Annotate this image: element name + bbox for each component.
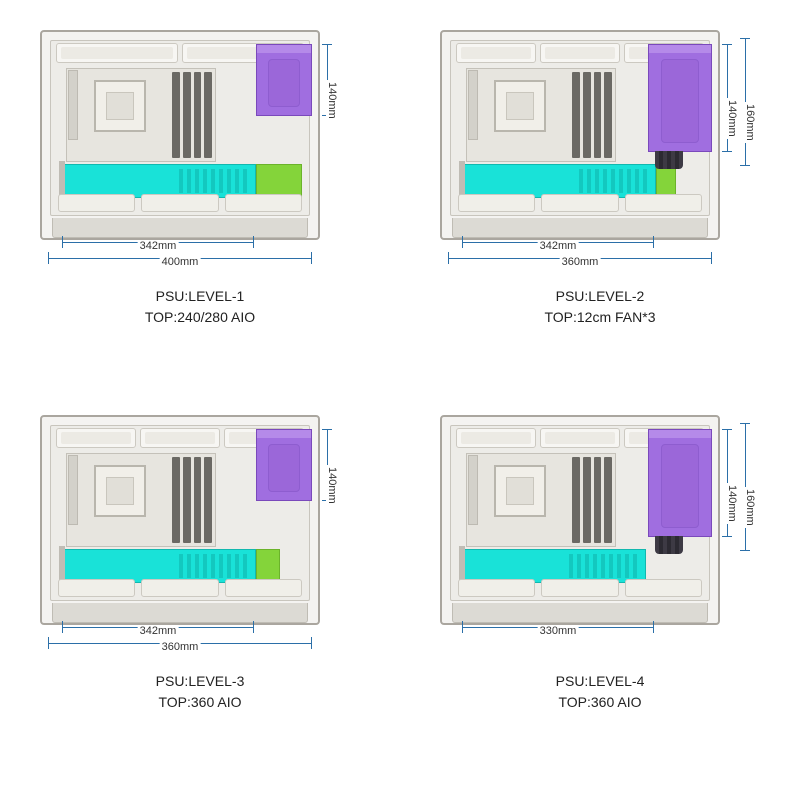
config-panel-level1: 342mm400mm140mmPSU:LEVEL-1TOP:240/280 AI… (20, 30, 380, 385)
ram-slots (572, 457, 612, 543)
case-diagram: 342mm400mm140mm (40, 30, 360, 260)
case-diagram: 330mm 140mm 160mm (440, 415, 760, 645)
dim-inner-width: 342mm (462, 242, 654, 258)
gpu-clearance-extra (256, 549, 280, 583)
pc-case (440, 30, 720, 240)
pc-case (40, 30, 320, 240)
dim-psu-height: 140mm (726, 44, 740, 152)
dim-psu-height: 140mm (326, 429, 340, 501)
cpu-socket (94, 465, 146, 517)
panel-caption: PSU:LEVEL-3TOP:360 AIO (156, 671, 245, 713)
dim-label: 140mm (326, 80, 338, 121)
ram-slots (172, 72, 212, 158)
caption-psu: PSU:LEVEL-4 (556, 671, 645, 692)
gpu-bar (464, 164, 656, 198)
dim-label: 342mm (138, 240, 179, 252)
panel-caption: PSU:LEVEL-1TOP:240/280 AIO (145, 286, 255, 328)
dim-label: 160mm (744, 102, 756, 143)
cpu-socket (494, 465, 546, 517)
config-panel-level4: 330mm 140mm 160mm PSU:LEVEL-4TOP:360 AIO (420, 415, 780, 770)
config-panel-level3: 342mm360mm140mmPSU:LEVEL-3TOP:360 AIO (20, 415, 380, 770)
psu-block (648, 44, 712, 152)
dim-label: 140mm (326, 465, 338, 506)
dim-outer-width: 360mm (448, 258, 712, 274)
gpu-bar (64, 549, 256, 583)
ram-slots (572, 72, 612, 158)
dim-outer-width: 360mm (48, 643, 312, 659)
case-diagram: 342mm360mm140mm160mm (440, 30, 760, 260)
dim-label: 342mm (138, 625, 179, 637)
psu-block (648, 429, 712, 537)
dim-inner-width: 330mm (462, 627, 654, 643)
caption-psu: PSU:LEVEL-3 (156, 671, 245, 692)
gpu-bar (464, 549, 646, 583)
cpu-socket (494, 80, 546, 132)
psu-block (256, 44, 312, 116)
pc-case (40, 415, 320, 625)
dim-inner-width: 342mm (62, 627, 254, 643)
dim-outer-width: 400mm (48, 258, 312, 274)
case-diagram: 342mm360mm140mm (40, 415, 360, 645)
dim-psu-height-outer: 160mm (744, 38, 758, 166)
caption-top: TOP:240/280 AIO (145, 307, 255, 328)
ram-slots (172, 457, 212, 543)
dim-label: 160mm (744, 487, 756, 528)
caption-top: TOP:12cm FAN*3 (544, 307, 655, 328)
dim-label: 330mm (538, 625, 579, 637)
caption-top: TOP:360 AIO (556, 692, 645, 713)
dim-psu-height-outer: 160mm (744, 423, 758, 551)
dim-label: 360mm (560, 256, 601, 268)
gpu-bar (64, 164, 256, 198)
caption-top: TOP:360 AIO (156, 692, 245, 713)
config-panel-level2: 342mm 360mm 140mm 160mm PSU:LEVEL-2TOP:12cm … (420, 30, 780, 385)
psu-block (256, 429, 312, 501)
dim-psu-height: 140mm (726, 429, 740, 537)
gpu-clearance-extra (656, 164, 676, 198)
dim-inner-width: 342mm (62, 242, 254, 258)
dim-label: 140mm (726, 483, 738, 524)
dim-label: 360mm (160, 641, 201, 653)
pc-case (440, 415, 720, 625)
caption-psu: PSU:LEVEL-2 (544, 286, 655, 307)
dim-psu-height: 140mm (326, 44, 340, 116)
dim-label: 140mm (726, 98, 738, 139)
gpu-clearance-extra (256, 164, 302, 198)
panel-caption: PSU:LEVEL-2TOP:12cm FAN*3 (544, 286, 655, 328)
caption-psu: PSU:LEVEL-1 (145, 286, 255, 307)
panel-caption: PSU:LEVEL-4TOP:360 AIO (556, 671, 645, 713)
dim-label: 400mm (160, 256, 201, 268)
dim-label: 342mm (538, 240, 579, 252)
cpu-socket (94, 80, 146, 132)
